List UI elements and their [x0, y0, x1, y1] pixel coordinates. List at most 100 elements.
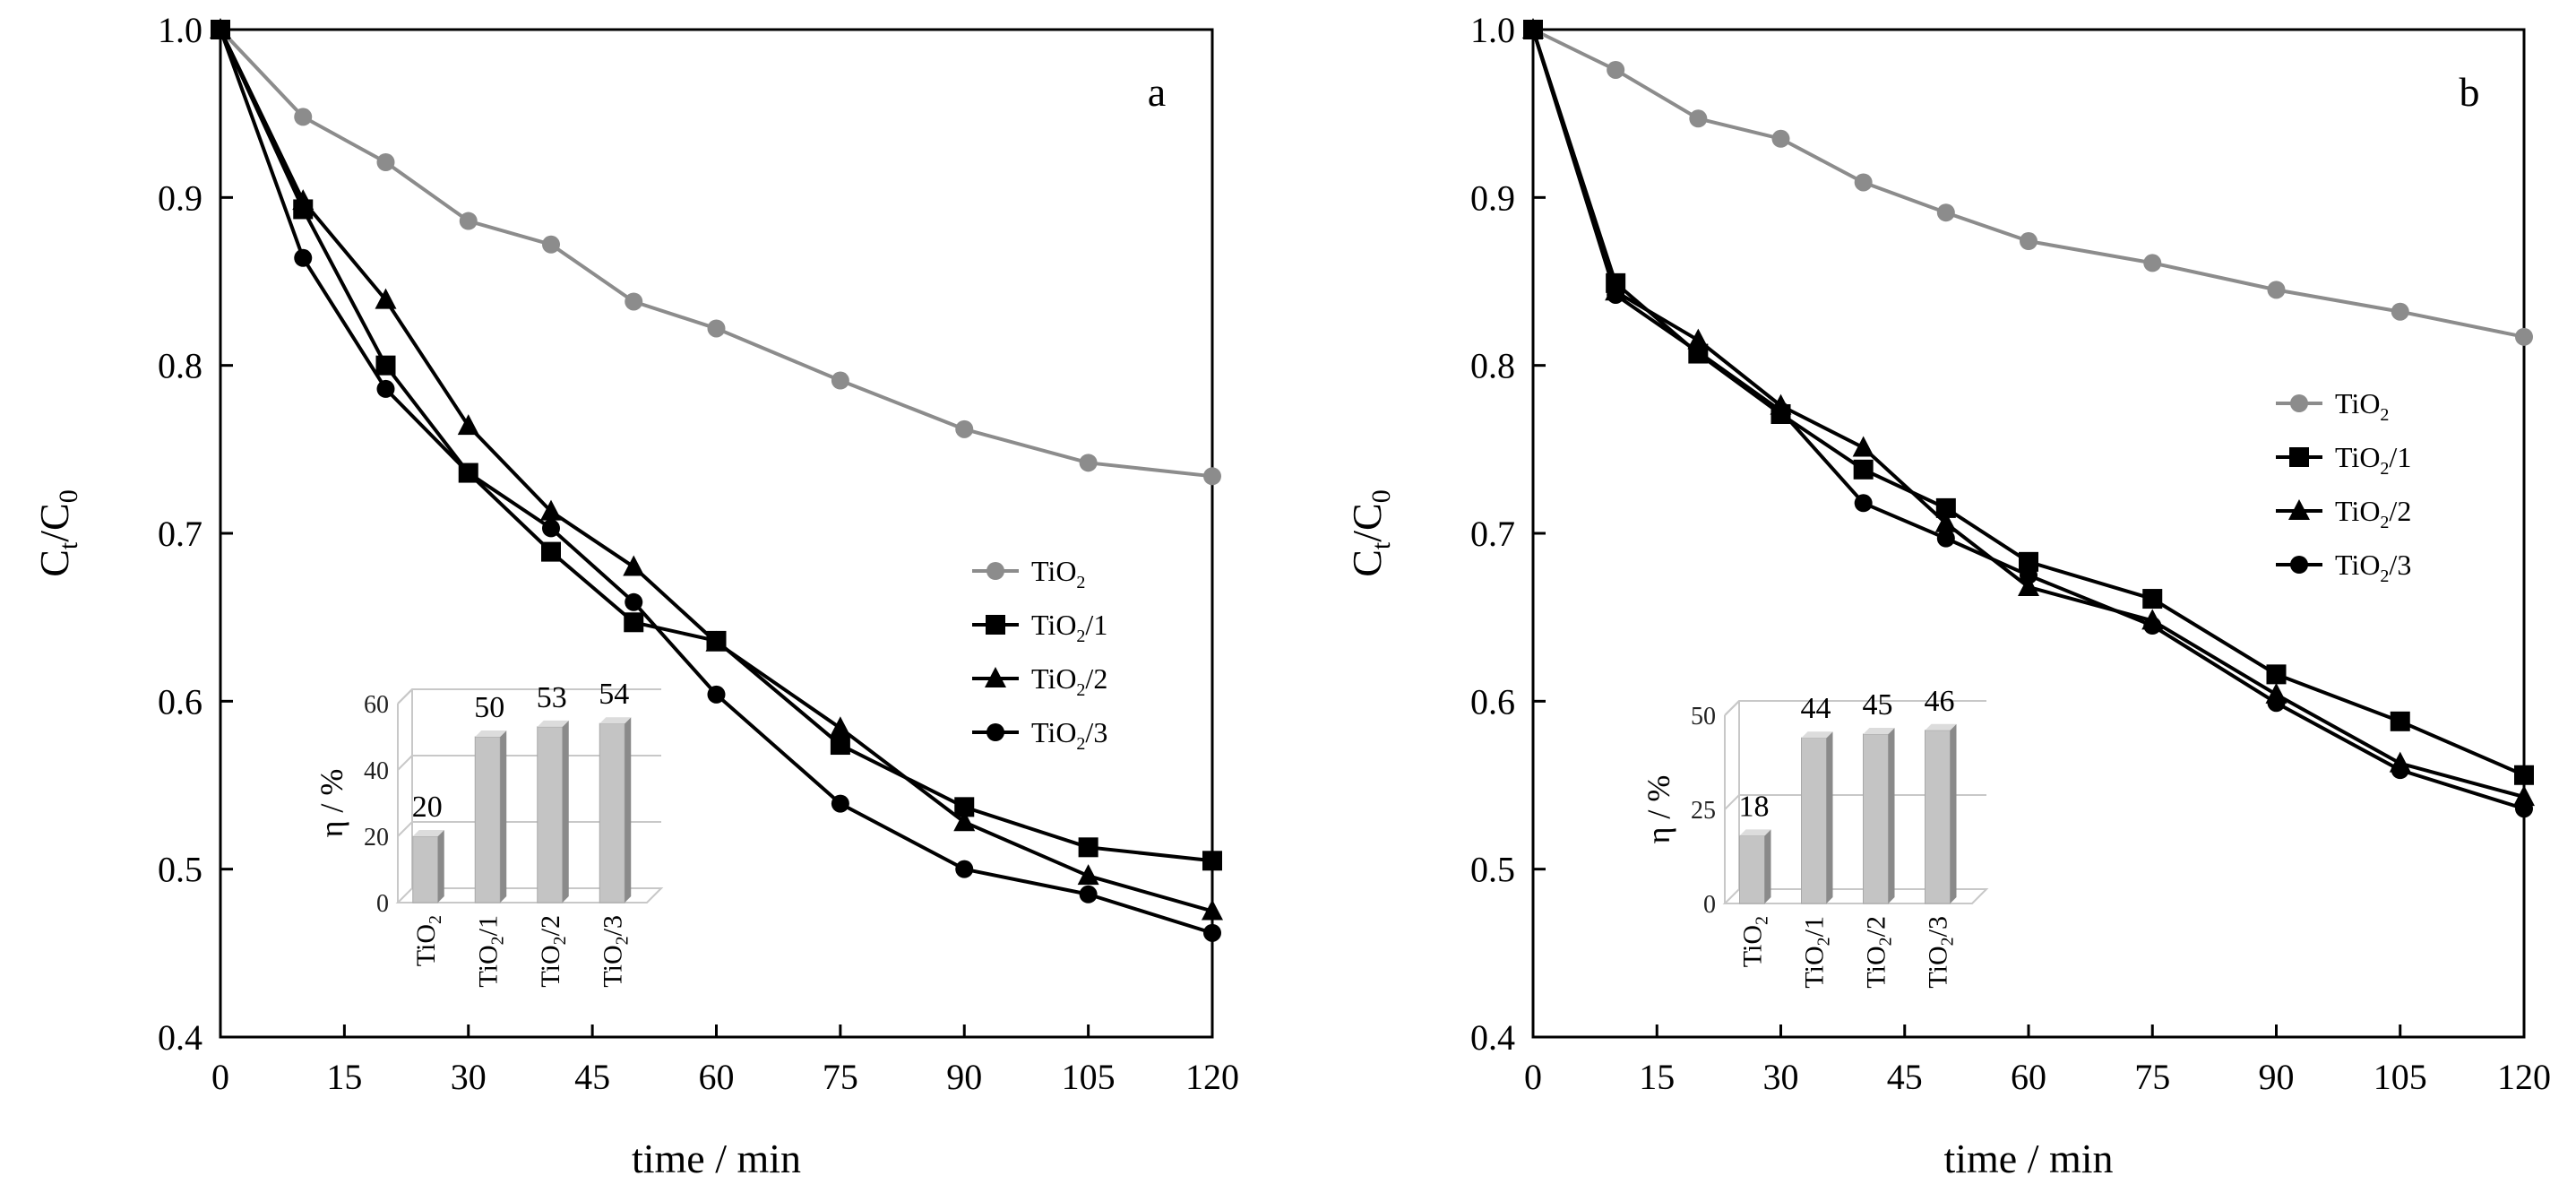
inset-category-main: TiO: [1862, 946, 1891, 988]
legend-label-subscript: 2: [2380, 513, 2389, 532]
inset-value-label: 53: [537, 681, 567, 714]
y-tick-label: 0.6: [1470, 681, 1515, 722]
data-point: [375, 355, 396, 376]
x-tick-label: 105: [1062, 1057, 1116, 1097]
data-point: [2515, 800, 2533, 818]
x-tick-label: 90: [2259, 1057, 2295, 1097]
x-tick-label: 120: [2497, 1057, 2551, 1097]
inset-category-suffix: /2: [536, 915, 565, 936]
y-tick-label: 0.5: [1470, 850, 1515, 890]
data-point: [1771, 129, 1790, 148]
series-line: [219, 29, 1213, 935]
data-point: [955, 419, 974, 438]
data-point: [1935, 497, 1956, 518]
inset-bar-top: [599, 717, 632, 724]
data-point: [1079, 454, 1098, 472]
data-point: [623, 555, 645, 576]
chart-panel-b: 0 15 30 45 60 75 90 105 120 0.4 0.5 0.6 0.7 0.8 0.9 1.0…: [1344, 10, 2551, 1181]
x-tick-label: 45: [1887, 1057, 1923, 1097]
inset-bar: [412, 830, 444, 903]
legend-marker: [2289, 447, 2309, 467]
inset-y-tick-label: 40: [364, 757, 389, 785]
inset-bar-side: [1826, 731, 1833, 903]
legend-label-subscript: 2: [2380, 405, 2389, 425]
inset-bar-side: [625, 717, 632, 903]
x-tick-label: 15: [1639, 1057, 1675, 1097]
legend-label-suffix: /3: [2389, 549, 2411, 581]
legend-label: TiO2/2: [1031, 662, 1107, 700]
x-tick-label: 75: [2134, 1057, 2170, 1097]
inset-bar-side: [437, 830, 444, 903]
series-3: [210, 18, 1223, 921]
legend-marker: [2290, 394, 2308, 412]
inset-category-label: TiO2/2: [536, 915, 570, 988]
inset-category-label: TiO2/3: [1924, 916, 1958, 989]
inset-bar-top: [1801, 731, 1833, 739]
data-point: [375, 288, 397, 309]
data-point: [1854, 494, 1873, 513]
y-tick-label: 0.7: [158, 514, 202, 554]
inset-y-tick-label: 0: [376, 890, 389, 918]
data-point: [1771, 402, 1790, 420]
data-point: [954, 797, 975, 817]
inset-category-label: TiO2/3: [598, 915, 632, 988]
data-point: [2020, 232, 2038, 251]
data-point: [625, 292, 643, 311]
y-axis-title: Ct/C0: [1344, 489, 1396, 577]
inset-category-subscript: 2: [426, 915, 445, 924]
inset-value-label: 20: [412, 791, 443, 824]
inset-category-subscript: 2: [1753, 916, 1772, 925]
inset-gridline: [1724, 794, 1986, 810]
inset-category-subscript: 2: [1876, 937, 1896, 946]
inset-bar-top: [1739, 829, 1771, 836]
x-tick-label: 60: [699, 1057, 735, 1097]
data-point: [294, 108, 313, 126]
data-point: [294, 248, 313, 267]
x-axis-title: time / min: [1943, 1136, 2113, 1181]
data-point: [1607, 60, 1625, 79]
data-point: [292, 189, 314, 211]
data-point: [1203, 467, 1221, 486]
y-tick-label: 0.9: [1470, 177, 1515, 218]
inset-gridline: [397, 688, 661, 705]
legend-label-subscript: 2: [2380, 566, 2389, 586]
y-axis-title-subscript: 0: [54, 489, 83, 503]
inset-bar-top: [537, 720, 569, 727]
data-point: [831, 794, 849, 813]
inset-category-suffix: /1: [1800, 916, 1830, 937]
panel-label: b: [2460, 69, 2480, 115]
inset-bar-side: [500, 730, 507, 903]
data-point: [1852, 436, 1874, 457]
inset-category-main: TiO: [1924, 946, 1953, 988]
data-point: [540, 499, 562, 521]
x-tick-label: 105: [2374, 1057, 2427, 1097]
legend-marker: [986, 562, 1004, 580]
inset-bar-front: [412, 835, 439, 903]
data-point: [2266, 664, 2287, 685]
inset-y-tick-label: 60: [364, 691, 389, 719]
legend-label-suffix: /2: [1085, 662, 1107, 695]
inset-bar: [1801, 731, 1833, 904]
data-point: [1077, 864, 1099, 886]
inset-gridline: [397, 755, 661, 771]
data-point: [625, 592, 643, 611]
x-tick-label: 60: [2011, 1057, 2046, 1097]
legend-label-subscript: 2: [1076, 627, 1085, 646]
legend-label-main: TiO: [2335, 441, 2380, 473]
series-4: [1524, 21, 2533, 818]
x-tick-label: 30: [451, 1057, 487, 1097]
y-tick-label: 1.0: [1470, 10, 1515, 50]
data-point: [1607, 285, 1625, 304]
inset-value-label: 46: [1925, 685, 1955, 718]
inset-category-label: TiO2: [411, 915, 445, 966]
legend-label-main: TiO: [1031, 609, 1076, 641]
series-line: [1532, 28, 2525, 339]
x-tick-label: 75: [823, 1057, 858, 1097]
panel-label: a: [1148, 69, 1166, 115]
x-tick-label: 120: [1185, 1057, 1239, 1097]
data-point: [376, 152, 395, 171]
legend-label-suffix: /3: [1085, 716, 1107, 748]
inset-category-main: TiO: [1800, 946, 1830, 988]
inset-bar-side: [1764, 829, 1771, 903]
